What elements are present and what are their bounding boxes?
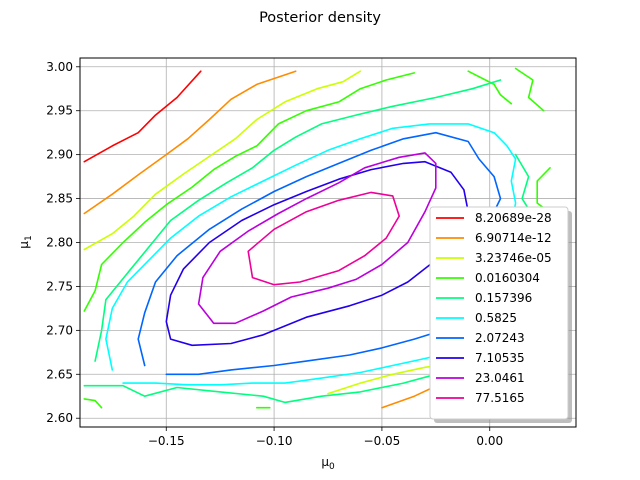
y-tick-label: 2.90: [46, 148, 73, 162]
contour-lines: [83, 67, 556, 409]
x-axis-label-subscript: 0: [329, 462, 335, 472]
y-tick-label: 2.60: [46, 411, 73, 425]
legend-label: 8.20689e-28: [475, 211, 552, 225]
legend: 8.20689e-28 6.90714e-12 3.23746e-05 0.01603…: [429, 206, 572, 423]
x-tick-label: −0.10: [256, 434, 293, 448]
legend-label: 23.0461: [475, 371, 525, 385]
y-tick-label: 2.85: [46, 192, 73, 206]
contour-line: [165, 329, 444, 376]
legend-label: 0.157396: [475, 291, 532, 305]
chart-title: Posterior density: [259, 10, 381, 26]
contour-line: [137, 131, 502, 367]
contour-line: [83, 373, 437, 404]
y-axis-label-subscript: 1: [24, 235, 34, 241]
y-tick-label: 2.70: [46, 323, 73, 337]
legend-label: 2.07243: [475, 331, 525, 345]
legend-label: 3.23746e-05: [475, 251, 552, 265]
legend-items: 8.20689e-28 6.90714e-12 3.23746e-05 0.01603…: [436, 211, 552, 405]
contour-line: [247, 191, 400, 286]
y-tick-label: 2.65: [46, 367, 73, 381]
contour-line: [83, 70, 202, 163]
y-tick-label: 2.80: [46, 236, 73, 250]
y-axis-label-symbol: μ: [17, 241, 31, 249]
contour-line: [83, 72, 416, 312]
contour-line: [467, 70, 513, 105]
y-tick-label: 2.75: [46, 279, 73, 293]
x-tick-label: −0.15: [148, 434, 185, 448]
legend-box: [429, 206, 569, 420]
y-axis-label: μ1: [17, 235, 34, 248]
x-tick-label: −0.05: [364, 434, 401, 448]
x-axis: −0.15 −0.10 −0.05 0.00: [148, 427, 503, 448]
x-axis-label: μ0: [321, 455, 335, 472]
x-axis-label-symbol: μ: [321, 455, 329, 469]
contour-line: [83, 398, 103, 409]
y-axis: 2.60 2.65 2.70 2.75 2.80 2.85 2.90 2.95 3.00: [46, 60, 80, 425]
contour-line: [105, 123, 517, 371]
legend-label: 0.5825: [475, 311, 517, 325]
x-tick-label: 0.00: [476, 434, 503, 448]
contour-line: [122, 351, 452, 386]
legend-label: 0.0160304: [475, 271, 540, 285]
y-tick-label: 3.00: [46, 60, 73, 74]
contour-line: [514, 67, 545, 112]
contour-line: [83, 70, 297, 215]
legend-label: 7.10535: [475, 351, 525, 365]
legend-label: 77.5165: [475, 391, 525, 405]
y-tick-label: 2.95: [46, 104, 73, 118]
contour-line: [94, 79, 502, 362]
contour-line: [83, 70, 362, 251]
contour-line: [197, 152, 437, 325]
legend-label: 6.90714e-12: [475, 231, 552, 245]
